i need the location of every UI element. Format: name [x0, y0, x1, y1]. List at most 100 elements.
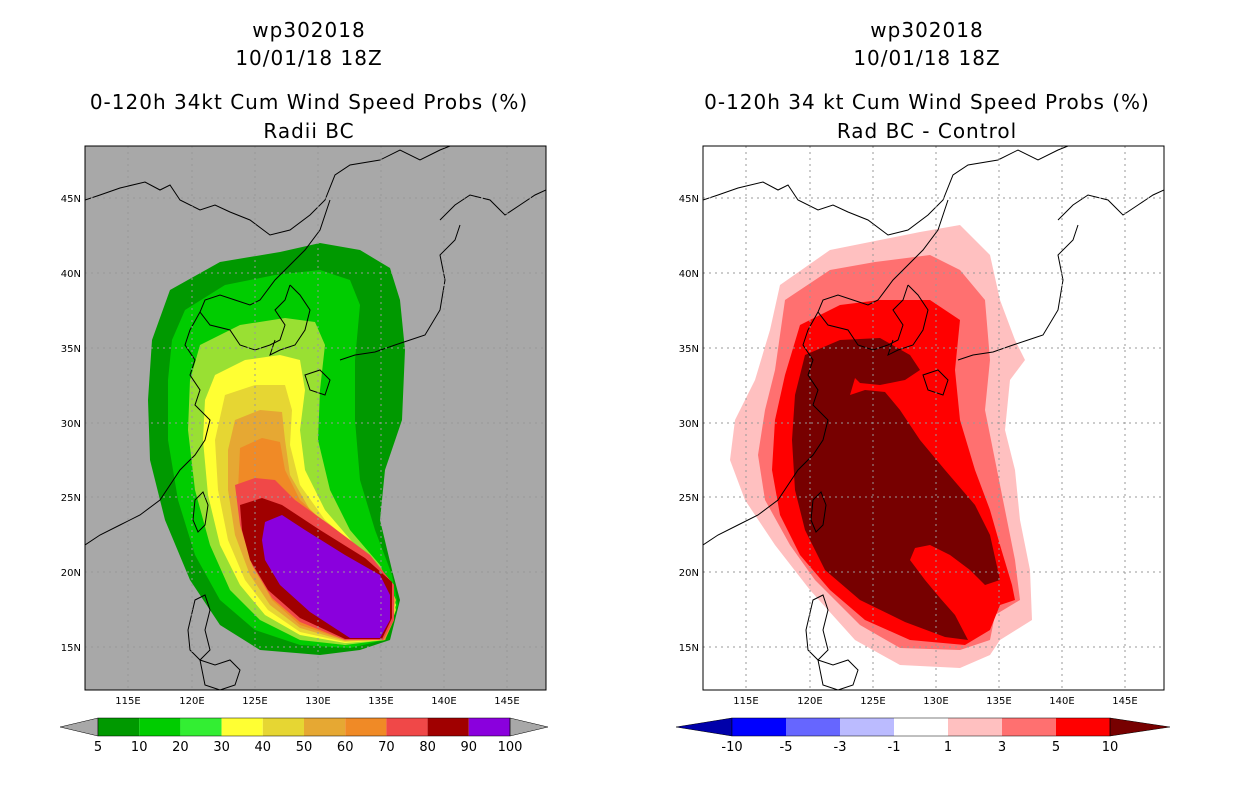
right-lon-label-115: 115E [733, 696, 758, 707]
right-coast-luzon [805, 594, 829, 661]
right-coast-china-east [703, 311, 829, 546]
right-lat-label-45: 45N [679, 194, 699, 205]
left-cbar-seg-5 [304, 718, 346, 736]
left-cbar-seg-6 [345, 718, 387, 736]
left-cbar-label-20: 20 [172, 740, 189, 755]
right-cbar-label-neg1: -1 [888, 740, 901, 755]
left-cbar-seg-9 [468, 718, 510, 736]
right-lat-label-30: 30N [679, 419, 699, 430]
right-colorbar-labels: -10 -5 -3 -1 1 3 5 10 [721, 740, 1118, 755]
right-gridlines [703, 146, 1164, 690]
right-coast-korea-peninsula [887, 284, 929, 356]
left-colorbar-max-arrow [509, 717, 549, 737]
left-cbar-label-40: 40 [255, 740, 272, 755]
left-lat-label-15: 15N [61, 643, 81, 654]
coast-taiwan [192, 491, 209, 533]
right-cbar-label-10: 10 [1102, 740, 1119, 755]
right-map: 45N 40N 35N 30N 25N 20N 15N 115E 120E 12… [679, 145, 1165, 707]
right-colorbar-max-arrow [1109, 717, 1171, 737]
left-cbar-seg-4 [262, 718, 304, 736]
left-datetime: 10/01/18 18Z [235, 46, 383, 70]
left-storm-id: wp302018 [252, 18, 366, 42]
left-map-border [84, 145, 547, 691]
left-cbar-seg-8 [427, 718, 469, 736]
right-lon-label-140: 140E [1049, 696, 1074, 707]
right-cbar-label-1: 1 [944, 740, 952, 755]
left-lat-label-35: 35N [61, 344, 81, 355]
left-lon-label-135: 135E [368, 696, 393, 707]
left-cbar-seg-2 [180, 718, 222, 736]
right-cbar-seg-0 [732, 718, 786, 736]
left-lon-label-145: 145E [494, 696, 519, 707]
coast-china-east [85, 311, 211, 546]
left-title: 0-120h 34kt Cum Wind Speed Probs (%) [89, 90, 529, 114]
left-map: 45N 40N 35N 30N 25N 20N 15N 115E 120E 12… [61, 145, 547, 707]
right-lon-label-125: 125E [860, 696, 885, 707]
left-lon-label-130: 130E [305, 696, 330, 707]
right-lat-label-20: 20N [679, 568, 699, 579]
coast-luzon [187, 594, 211, 661]
left-cbar-seg-3 [221, 718, 263, 736]
right-cbar-seg-2 [840, 718, 894, 736]
right-cbar-seg-4 [948, 718, 1002, 736]
right-cbar-seg-6 [1056, 718, 1110, 736]
right-cbar-label-5: 5 [1052, 740, 1060, 755]
left-lat-label-25: 25N [61, 493, 81, 504]
right-coast-asia-mainland [703, 146, 1069, 236]
right-datetime: 10/01/18 18Z [853, 46, 1001, 70]
right-lat-labels: 45N 40N 35N 30N 25N 20N 15N [679, 194, 699, 654]
right-lat-label-35: 35N [679, 344, 699, 355]
left-cbar-label-80: 80 [419, 740, 436, 755]
left-lon-label-140: 140E [431, 696, 456, 707]
coast-asia-mainland [85, 146, 451, 236]
coast-korea-peninsula [269, 284, 311, 356]
left-colorbar-min-arrow [59, 717, 99, 737]
right-lon-label-145: 145E [1112, 696, 1137, 707]
left-lat-label-45: 45N [61, 194, 81, 205]
left-cbar-seg-1 [139, 718, 181, 736]
left-lat-label-40: 40N [61, 269, 81, 280]
right-lat-label-40: 40N [679, 269, 699, 280]
coast-japan-kyushu [339, 224, 461, 361]
right-cbar-seg-5 [1002, 718, 1056, 736]
left-colorbar: 5 10 20 30 40 50 60 70 80 90 100 [59, 717, 549, 755]
right-colorbar-min-arrow [675, 717, 733, 737]
left-cbar-label-60: 60 [337, 740, 354, 755]
right-cbar-label-neg3: -3 [834, 740, 847, 755]
left-cbar-label-50: 50 [296, 740, 313, 755]
right-lat-label-25: 25N [679, 493, 699, 504]
coast-hokkaido [439, 189, 546, 221]
right-coast-japan-kyushu [957, 224, 1079, 361]
right-colorbar-border [731, 717, 1111, 737]
left-lat-labels: 45N 40N 35N 30N 25N 20N 15N [61, 194, 81, 654]
right-cbar-label-neg5: -5 [780, 740, 793, 755]
right-cbar-label-neg10: -10 [721, 740, 742, 755]
left-lon-label-115: 115E [115, 696, 140, 707]
right-subtitle: Rad BC - Control [836, 119, 1018, 143]
right-coast-philippines-south [817, 659, 859, 690]
right-map-border [702, 145, 1165, 691]
right-storm-id: wp302018 [870, 18, 984, 42]
right-lon-labels: 115E 120E 125E 130E 135E 140E 145E [733, 696, 1137, 707]
left-lon-labels: 115E 120E 125E 130E 135E 140E 145E [115, 696, 519, 707]
left-subtitle: Radii BC [263, 119, 355, 143]
right-coast-taiwan [810, 491, 827, 533]
left-cbar-label-5: 5 [94, 740, 102, 755]
diff-band-above-10 [792, 338, 1000, 640]
left-gridlines [85, 146, 546, 690]
right-cbar-seg-3 [894, 718, 948, 736]
prob-band-90 [262, 515, 390, 638]
left-colorbar-border [97, 717, 511, 737]
right-lon-label-120: 120E [797, 696, 822, 707]
right-colorbar: -10 -5 -3 -1 1 3 5 10 [675, 717, 1171, 755]
left-lon-label-120: 120E [179, 696, 204, 707]
left-coastlines [85, 146, 546, 690]
right-cbar-label-3: 3 [998, 740, 1006, 755]
right-cbar-seg-1 [786, 718, 840, 736]
left-cbar-label-100: 100 [498, 740, 523, 755]
left-lon-label-125: 125E [242, 696, 267, 707]
left-cbar-label-70: 70 [378, 740, 395, 755]
left-probability-contours [148, 243, 405, 655]
coast-philippines-south [199, 659, 241, 690]
